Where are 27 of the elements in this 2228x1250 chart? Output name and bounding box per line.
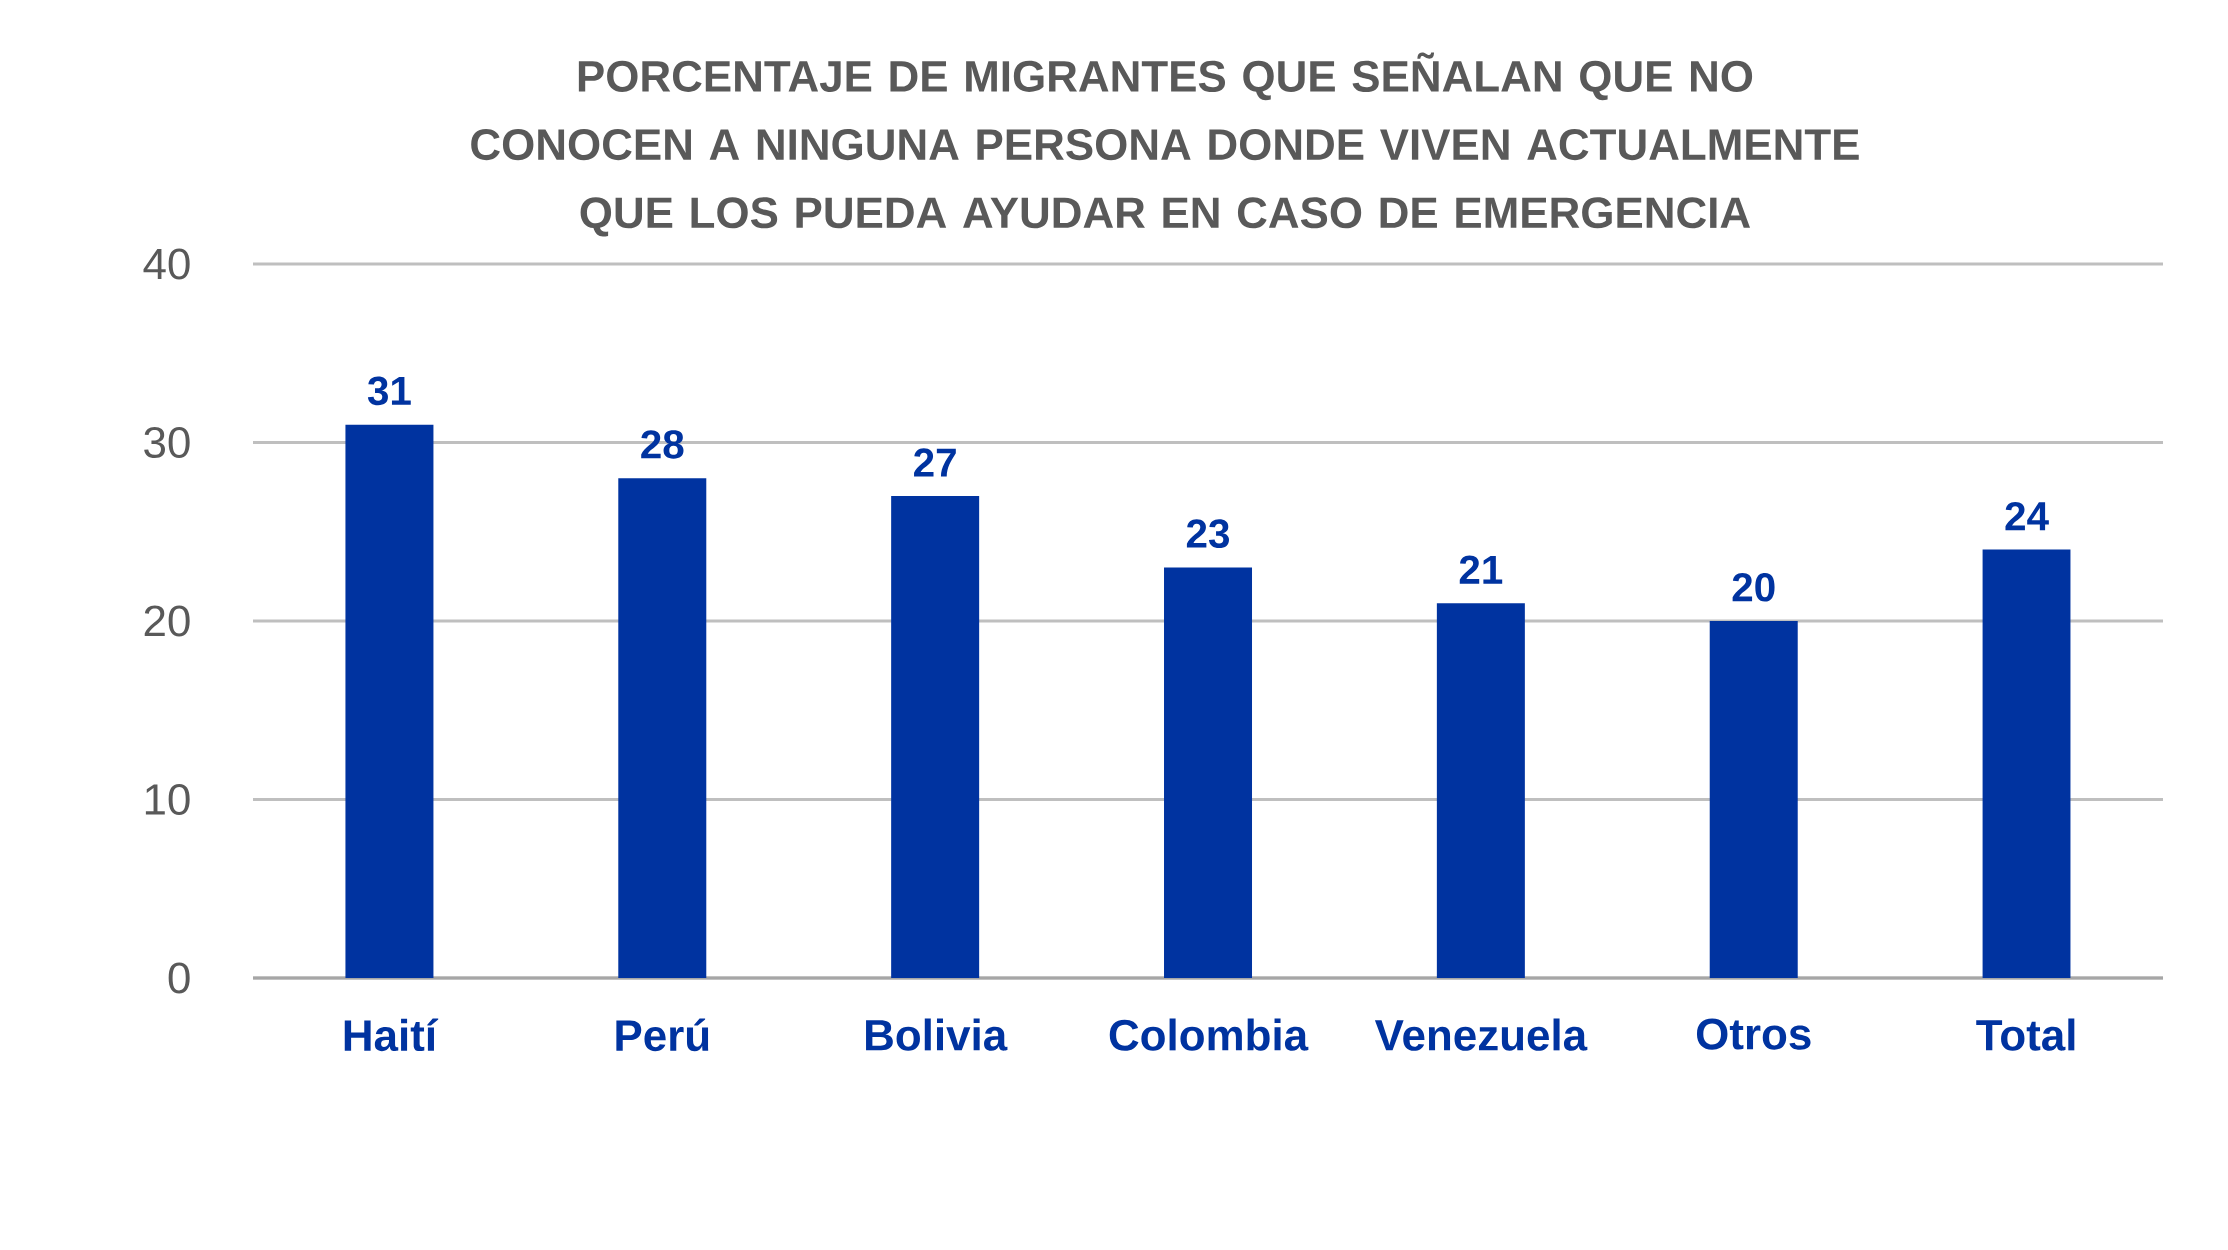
data-label: 27 [914, 448, 956, 477]
x-tick-label: Venezuela [1374, 1018, 1588, 1051]
y-tick-label: 0 [168, 962, 190, 994]
data-label: 31 [367, 376, 411, 406]
y-tick-label: 10 [145, 783, 190, 816]
x-tick-label: Otros [1696, 1018, 1811, 1050]
bar [1436, 603, 1525, 978]
x-tick-label: Perú [616, 1018, 709, 1052]
data-label: 23 [1186, 519, 1230, 548]
x-tick-label: Total [1976, 1018, 2075, 1051]
x-tick-label: Haití [344, 1018, 439, 1052]
bar [891, 496, 980, 978]
data-label: 21 [1459, 555, 1503, 584]
data-label: 24 [2005, 501, 2049, 531]
y-tick-label: 40 [143, 248, 190, 280]
y-tick-label: 30 [144, 426, 190, 459]
bar [618, 478, 707, 978]
bar [1164, 567, 1253, 978]
bar [345, 424, 434, 978]
y-tick-label: 20 [144, 605, 190, 637]
x-tick-label: Bolivia [866, 1018, 1008, 1051]
bar [1709, 620, 1798, 978]
data-label: 28 [641, 430, 684, 459]
bar [1982, 549, 2071, 978]
x-tick-label: Colombia [1109, 1018, 1309, 1051]
data-label: 20 [1732, 572, 1775, 602]
chart-title: PORCENTAJE DE MIGRANTES QUE SEÑALAN QUE NO CONOCEN A NINGUNA PERSONA DONDE VIVEN ACTUALMENTE QUE LOS PUEDA AYUDAR EN CASO DE EMERGENCIA [471, 52, 1859, 237]
